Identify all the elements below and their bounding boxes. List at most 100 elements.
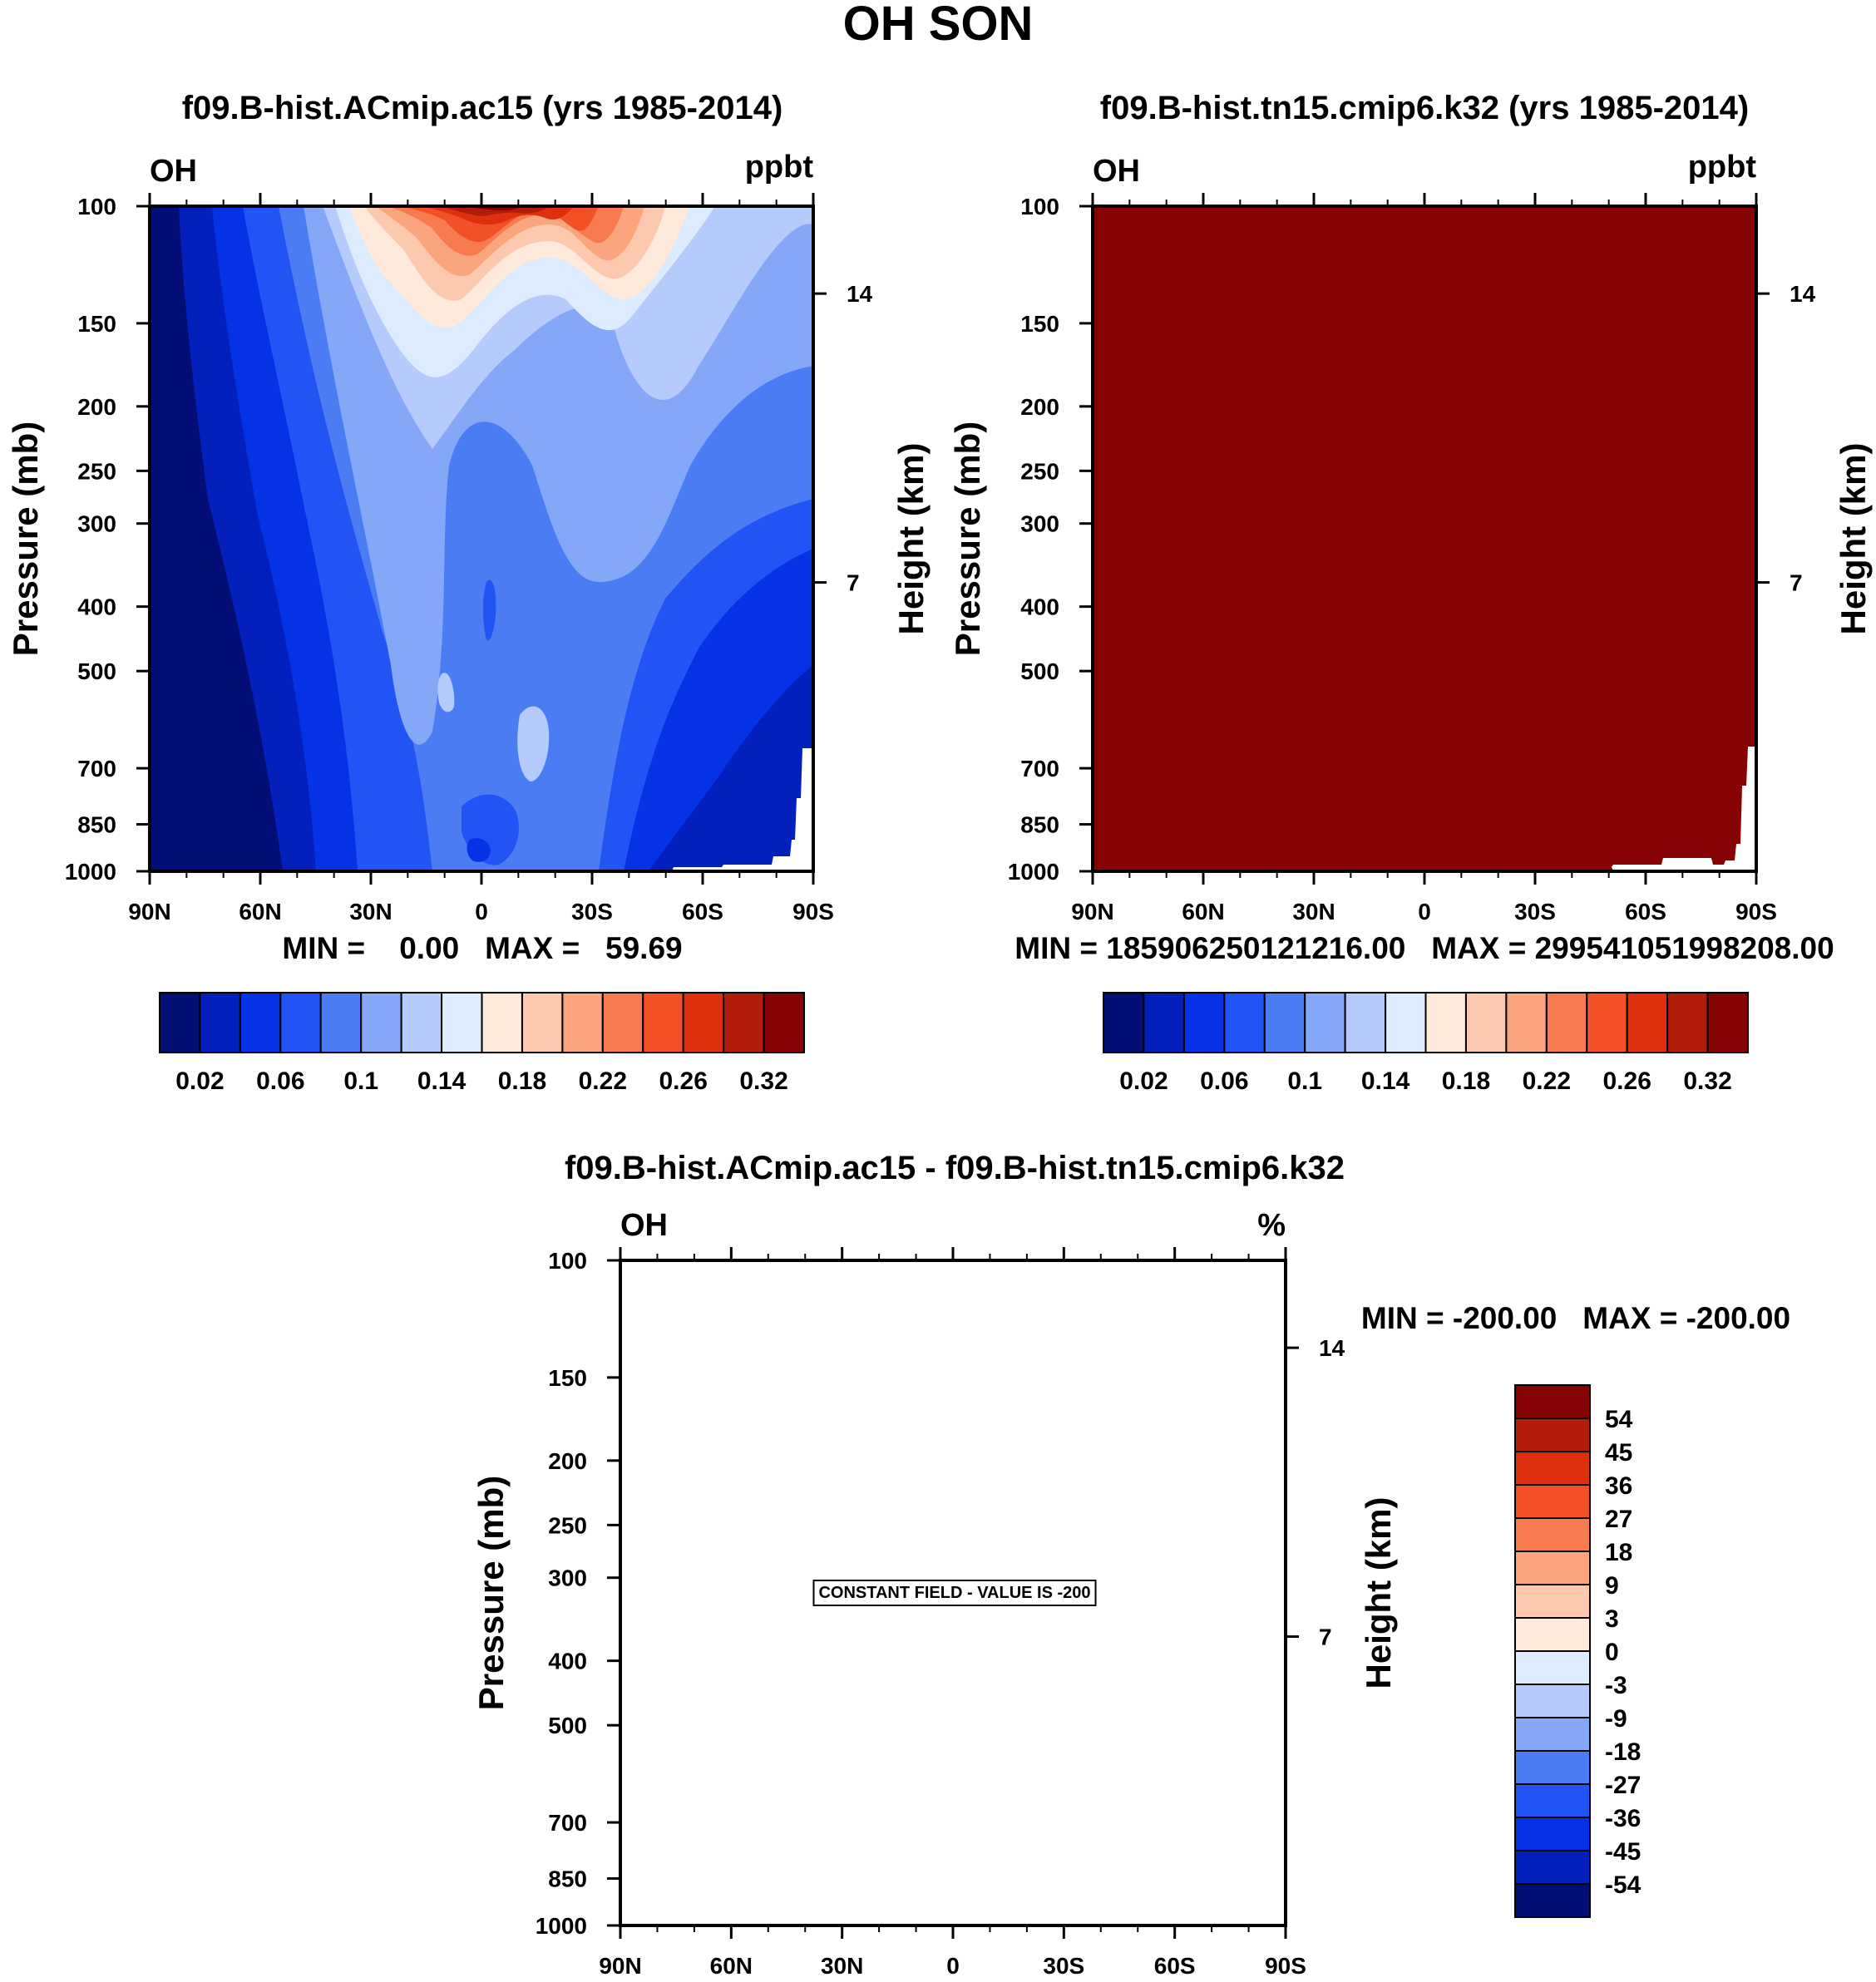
- y-tick-label: 150: [77, 311, 116, 337]
- y-tick-label: 850: [548, 1866, 587, 1892]
- colorbar-segment: [642, 992, 684, 1053]
- x-tick-label: 90N: [599, 1953, 641, 1979]
- colorbar-segment: [1545, 992, 1588, 1053]
- colorbar-label: 0.26: [659, 1067, 707, 1095]
- colorbar-label: 54: [1605, 1406, 1633, 1433]
- colorbar-segment: [1344, 992, 1387, 1053]
- colorbar-label: 0.22: [579, 1067, 627, 1095]
- contour-band: [467, 838, 491, 862]
- colorbar-segment: [1706, 992, 1749, 1053]
- panel-3-units-label: %: [1257, 1208, 1286, 1243]
- colorbar-segment: [1514, 1551, 1591, 1585]
- colorbar-segment: [1182, 992, 1226, 1053]
- colorbar-label: 36: [1605, 1472, 1632, 1500]
- missing-data: [1612, 747, 1756, 871]
- colorbar-label: -36: [1605, 1805, 1641, 1832]
- colorbar-segment: [1514, 1783, 1591, 1818]
- panel-1-variable-label: OH: [150, 154, 197, 189]
- x-tick-label: 60N: [239, 899, 281, 924]
- colorbar-segment: [239, 992, 282, 1053]
- panel-1-contour-fill: [150, 206, 813, 871]
- panel-3-title: f09.B-hist.ACmip.ac15 - f09.B-hist.tn15.…: [565, 1150, 1345, 1186]
- colorbar-segment: [360, 992, 402, 1053]
- y-axis-title: Pressure (mb): [948, 422, 987, 656]
- y-tick-label: 500: [77, 658, 116, 684]
- colorbar-segment: [1514, 1750, 1591, 1785]
- panel-3-stats: MIN = -200.00 MAX = -200.00: [1361, 1301, 1790, 1335]
- colorbar-label: -45: [1605, 1838, 1641, 1866]
- panel-2-title: f09.B-hist.tn15.cmip6.k32 (yrs 1985-2014…: [1100, 90, 1749, 126]
- colorbar-segment: [521, 992, 564, 1053]
- x-tick-label: 60N: [1182, 899, 1224, 924]
- generated-axes-and-colorbars: 90N 60N 30N 0 30S 60S 90S100150200250300400500…: [6, 193, 1873, 1979]
- colorbar-label: -18: [1605, 1738, 1641, 1766]
- colorbar-segment: [1143, 992, 1185, 1053]
- colorbar-label: 0: [1605, 1639, 1619, 1666]
- contour-band: [482, 579, 496, 641]
- colorbar-segment: [441, 992, 483, 1053]
- colorbar-segment: [601, 992, 644, 1053]
- x-tick-label: 30N: [1292, 899, 1335, 924]
- colorbar-label: 27: [1605, 1506, 1632, 1533]
- y-tick-label: 700: [548, 1810, 587, 1836]
- x-tick-label: 30S: [1043, 1953, 1084, 1979]
- colorbar-segment: [1514, 1484, 1591, 1519]
- x-tick-label: 0: [1418, 899, 1431, 924]
- y-tick-label: 400: [548, 1649, 587, 1674]
- colorbar-segment: [1514, 1584, 1591, 1619]
- colorbar-segment: [1626, 992, 1669, 1053]
- colorbar-label: 0.22: [1523, 1067, 1571, 1095]
- colorbar-segment: [1514, 1717, 1591, 1752]
- panel-2-stats: MIN = 185906250121216.00 MAX = 299541051…: [1015, 931, 1834, 965]
- colorbar-label: 0.1: [343, 1067, 378, 1095]
- colorbar-segment: [1464, 992, 1508, 1053]
- y-tick-label: 250: [1020, 458, 1059, 484]
- x-tick-label: 90S: [792, 899, 834, 924]
- y2-tick-label: 14: [847, 281, 873, 307]
- colorbar-segment: [1514, 1684, 1591, 1718]
- y2-tick-label: 7: [847, 570, 860, 596]
- contour-band: [437, 673, 455, 712]
- y-tick-label: 850: [77, 812, 116, 838]
- colorbar-label: 0.18: [498, 1067, 546, 1095]
- y-tick-label: 1000: [65, 859, 116, 885]
- x-tick-label: 30S: [1514, 899, 1556, 924]
- y-tick-label: 300: [1020, 511, 1059, 537]
- x-tick-label: 90N: [1071, 899, 1113, 924]
- y-tick-label: 400: [77, 594, 116, 620]
- colorbar-label: -27: [1605, 1772, 1641, 1799]
- colorbar-label: -9: [1605, 1705, 1627, 1733]
- y2-tick-label: 14: [1319, 1335, 1345, 1361]
- colorbar-segment: [1514, 1451, 1591, 1486]
- x-tick-label: 90S: [1735, 899, 1777, 924]
- colorbar-label: 0.18: [1442, 1067, 1490, 1095]
- colorbar-label: -54: [1605, 1871, 1642, 1899]
- colorbar-segment: [1424, 992, 1467, 1053]
- y-tick-label: 500: [548, 1713, 587, 1738]
- colorbar-segment: [1514, 1817, 1591, 1851]
- colorbar-segment: [1514, 1883, 1591, 1918]
- contour-band: [397, 206, 599, 242]
- y-tick-label: 700: [77, 756, 116, 781]
- y-tick-label: 150: [548, 1365, 587, 1391]
- y-tick-label: 300: [548, 1565, 587, 1591]
- contour-band: [517, 706, 550, 781]
- colorbar-segment: [1514, 1384, 1591, 1419]
- missing-data: [672, 748, 813, 871]
- y-tick-label: 250: [77, 458, 116, 484]
- colorbar-segment: [1505, 992, 1548, 1053]
- panel-3-annotation: CONSTANT FIELD - VALUE IS -200: [818, 1584, 1090, 1602]
- colorbar-segment: [682, 992, 725, 1053]
- colorbar-label: 0.32: [1683, 1067, 1731, 1095]
- x-tick-label: 30N: [821, 1953, 863, 1979]
- y-tick-label: 300: [77, 511, 116, 537]
- y2-tick-label: 14: [1790, 281, 1816, 307]
- colorbar-segment: [1385, 992, 1427, 1053]
- colorbar-label: 18: [1605, 1539, 1632, 1566]
- y-tick-label: 100: [77, 194, 116, 219]
- contour-band: [441, 206, 549, 216]
- y-tick-label: 200: [77, 394, 116, 420]
- panel-1-stats: MIN = 0.00 MAX = 59.69: [282, 931, 682, 965]
- colorbar-label: 9: [1605, 1572, 1619, 1600]
